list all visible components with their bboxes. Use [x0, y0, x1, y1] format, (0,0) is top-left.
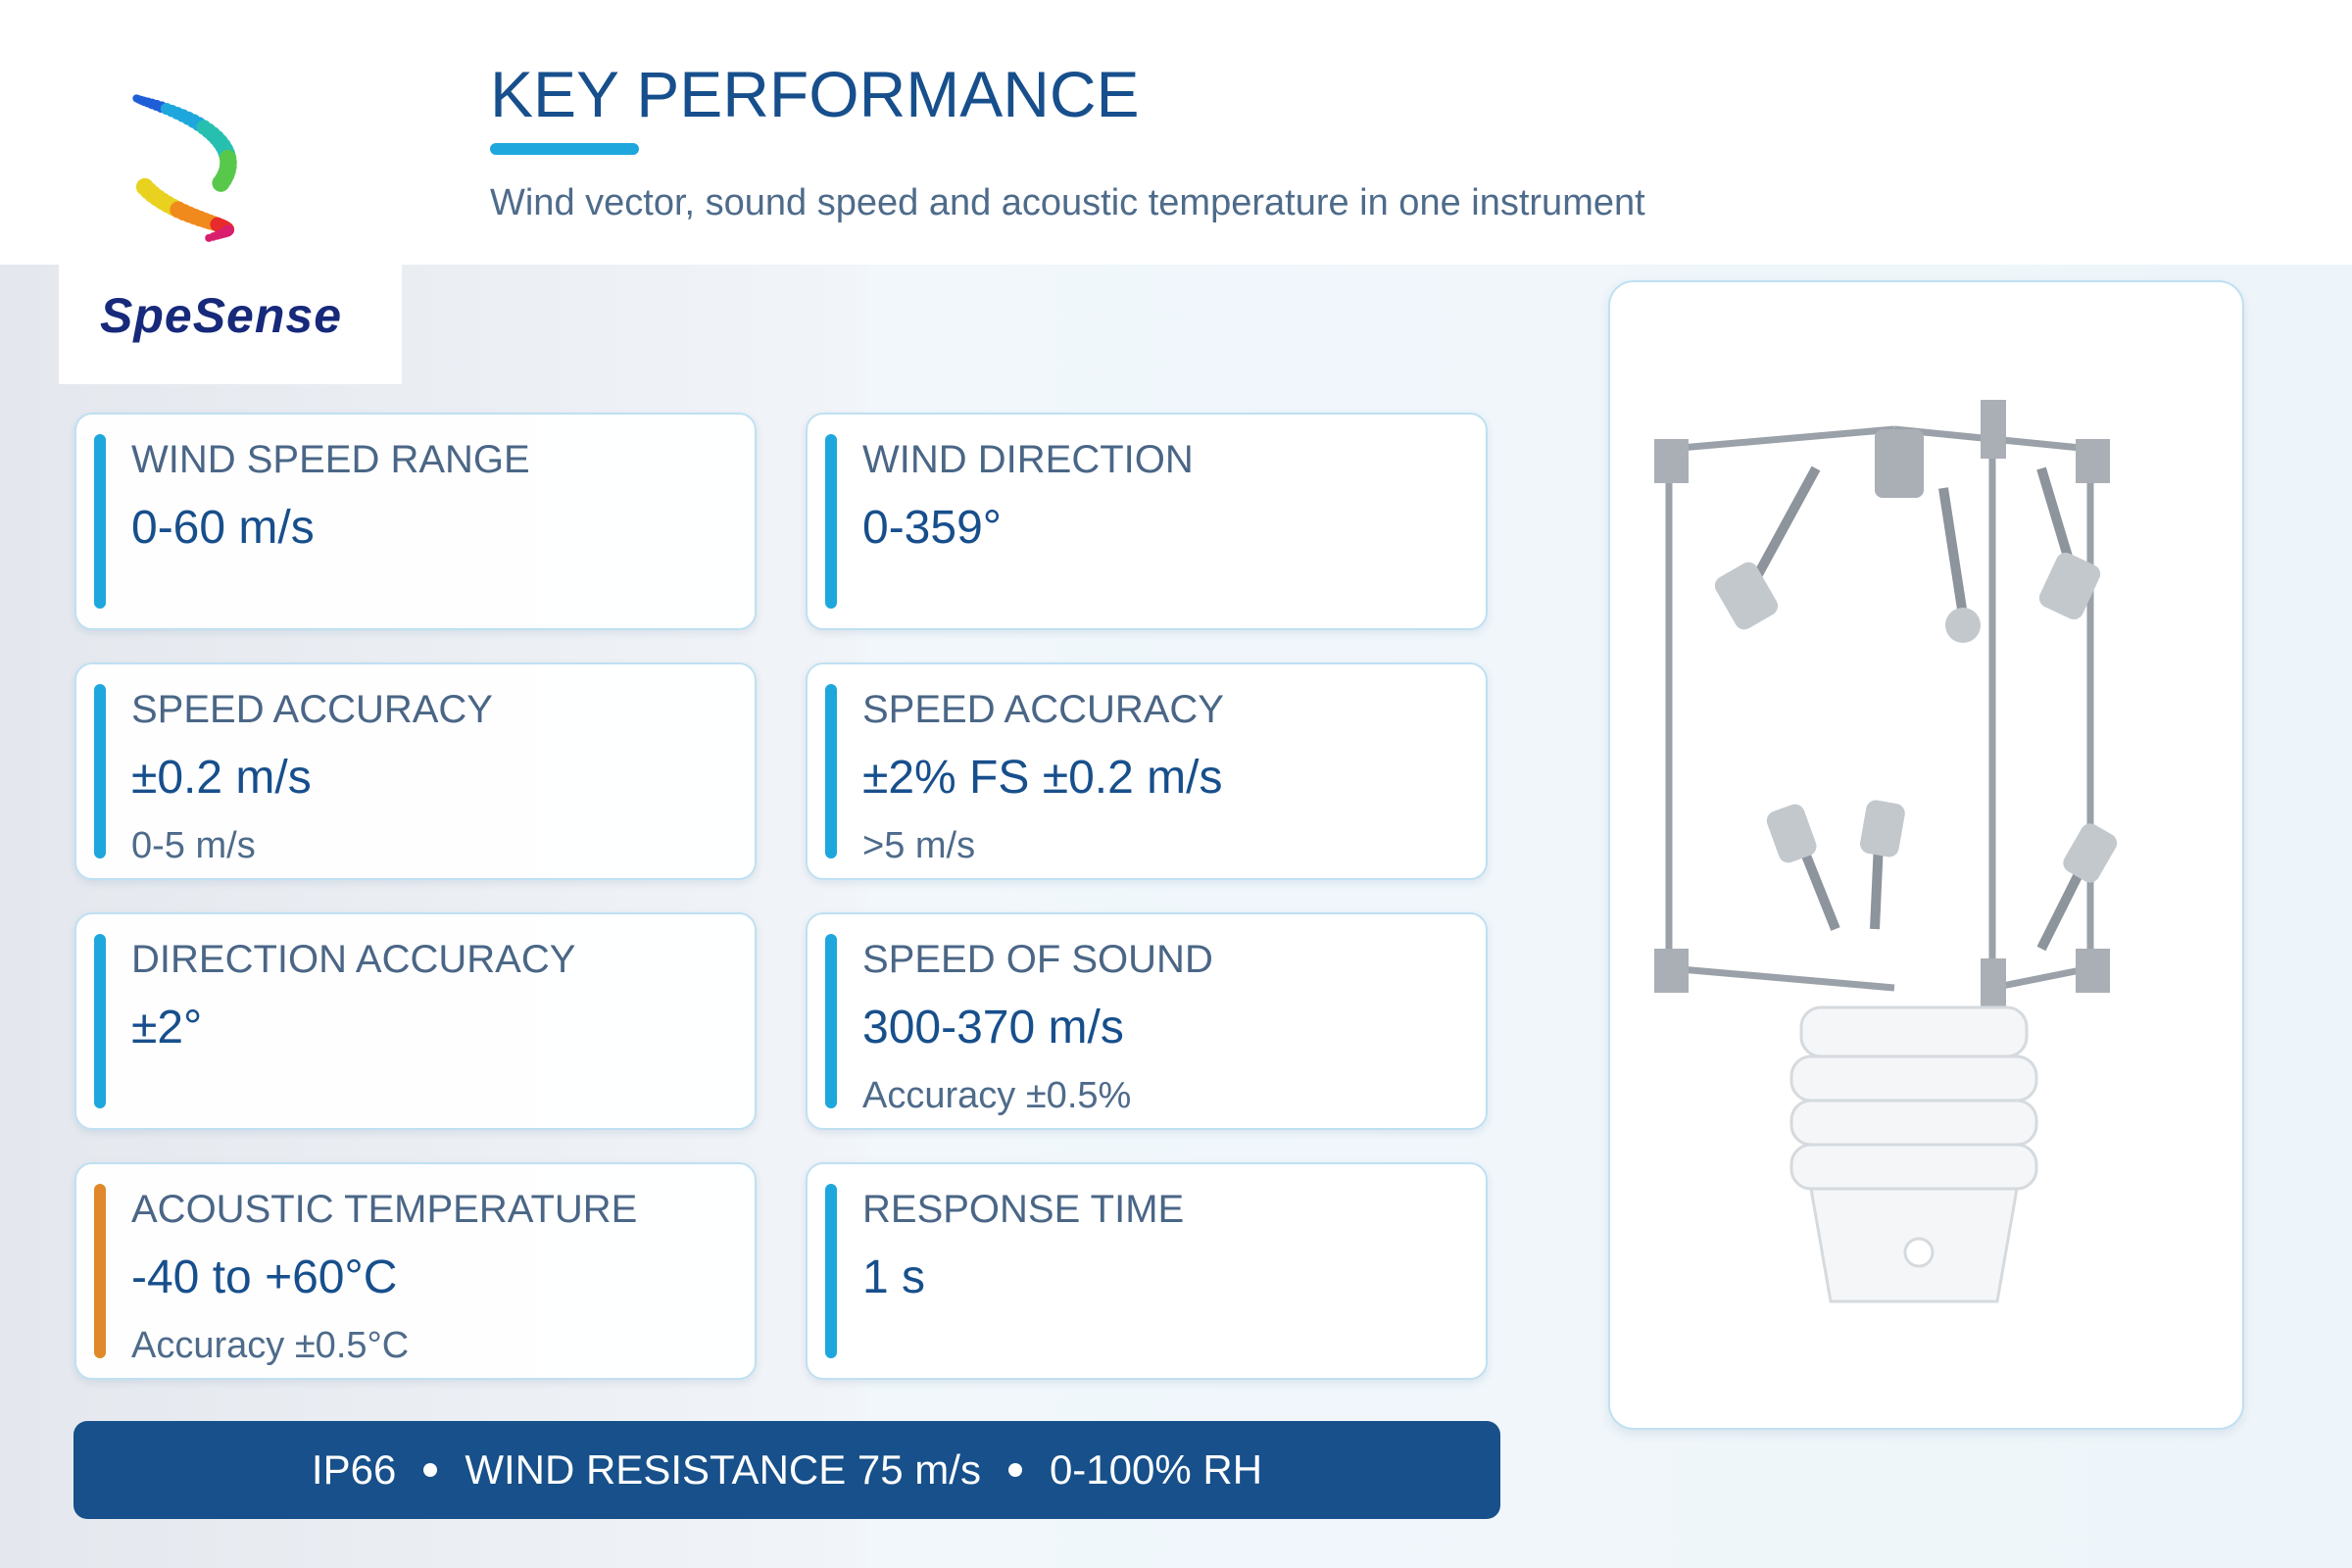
- accent-bar: [825, 1184, 837, 1358]
- anemometer-illustration: [1654, 400, 2118, 1303]
- metric-value: ±2% FS ±0.2 m/s: [862, 752, 1223, 804]
- metric-card: ACOUSTIC TEMPERATURE -40 to +60°C Accuracy…: [74, 1162, 757, 1380]
- logo-dot: [212, 173, 230, 192]
- accent-bar: [94, 684, 106, 858]
- accent-bar: [94, 1184, 106, 1358]
- metric-card: SPEED ACCURACY ±2% FS ±0.2 m/s >5 m/s: [806, 662, 1488, 880]
- metric-label: WIND DIRECTION: [862, 438, 1194, 481]
- metric-card: SPEED OF SOUND 300-370 m/s Accuracy ±0.5%: [806, 912, 1488, 1130]
- metric-card: SPEED ACCURACY ±0.2 m/s 0-5 m/s: [74, 662, 757, 880]
- product-image: [1608, 280, 2244, 1430]
- accent-bar: [825, 434, 837, 609]
- metric-label: SPEED ACCURACY: [131, 688, 493, 731]
- metric-card: WIND SPEED RANGE 0-60 m/s: [74, 413, 757, 630]
- separator-dot: [423, 1463, 438, 1477]
- metric-card: DIRECTION ACCURACY ±2°: [74, 912, 757, 1130]
- title: KEY PERFORMANCE: [490, 58, 1140, 130]
- metric-label: WIND SPEED RANGE: [131, 438, 530, 481]
- metric-value: 0-60 m/s: [131, 502, 315, 554]
- logo-mark: [132, 94, 237, 242]
- logo: SpeSense: [59, 44, 402, 384]
- metric-note: Accuracy ±0.5°C: [131, 1325, 410, 1366]
- footer-item: 0-100% RH: [1049, 1446, 1263, 1493]
- metric-value: 0-359°: [862, 502, 1002, 554]
- accent-bar: [94, 434, 106, 609]
- accent-bar: [825, 684, 837, 858]
- subtitle: Wind vector, sound speed and acoustic te…: [490, 182, 1645, 223]
- footer-item: IP66: [311, 1446, 397, 1493]
- metric-label: SPEED ACCURACY: [862, 688, 1224, 731]
- title-underline: [490, 143, 639, 155]
- metric-card: WIND DIRECTION 0-359°: [806, 413, 1488, 630]
- metric-value: 1 s: [862, 1251, 926, 1303]
- separator-dot: [1007, 1463, 1022, 1477]
- footer-bar: IP66 WIND RESISTANCE 75 m/s 0-100% RH: [74, 1421, 1500, 1519]
- metric-note: >5 m/s: [862, 825, 976, 866]
- logo-text: SpeSense: [100, 288, 343, 343]
- metric-note: Accuracy ±0.5%: [862, 1075, 1132, 1116]
- footer-item: WIND RESISTANCE 75 m/s: [465, 1446, 981, 1493]
- metric-value: -40 to +60°C: [131, 1251, 398, 1303]
- metric-value: ±0.2 m/s: [131, 752, 312, 804]
- metric-value: ±2°: [131, 1002, 203, 1054]
- metric-label: ACOUSTIC TEMPERATURE: [131, 1188, 638, 1231]
- accent-bar: [825, 934, 837, 1108]
- metric-label: SPEED OF SOUND: [862, 938, 1213, 981]
- metric-note: 0-5 m/s: [131, 825, 256, 866]
- metric-label: RESPONSE TIME: [862, 1188, 1185, 1231]
- logo-dot: [205, 233, 214, 242]
- metric-value: 300-370 m/s: [862, 1002, 1124, 1054]
- accent-bar: [94, 934, 106, 1108]
- metric-card: RESPONSE TIME 1 s: [806, 1162, 1488, 1380]
- metric-label: DIRECTION ACCURACY: [131, 938, 576, 981]
